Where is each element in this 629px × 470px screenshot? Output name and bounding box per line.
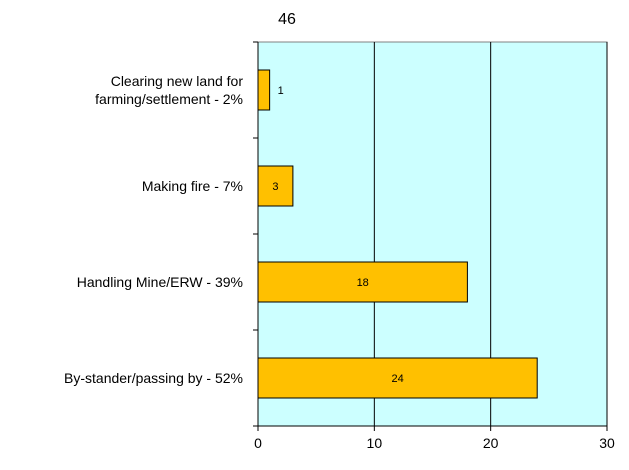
bar-1 — [257, 165, 294, 207]
category-label-1: Making fire - 7% — [142, 178, 243, 194]
data-label-1: 3 — [272, 181, 278, 193]
data-label-2: 18 — [357, 277, 369, 289]
x-tick-label-3: 30 — [599, 435, 615, 451]
bar-3 — [257, 357, 538, 399]
category-label-2: Handling Mine/ERW - 39% — [77, 274, 243, 290]
bar-0 — [257, 69, 271, 111]
category-label-0: Clearing new land for farming/settlement … — [95, 73, 243, 107]
x-tick-label-0: 0 — [254, 435, 262, 451]
chart-title: 46 — [278, 11, 296, 28]
category-label-3: By-stander/passing by - 52% — [64, 370, 243, 386]
data-label-0: 1 — [278, 85, 284, 97]
x-tick-label-1: 10 — [367, 435, 383, 451]
data-label-3: 24 — [391, 373, 403, 385]
x-tick-label-2: 20 — [483, 435, 499, 451]
bar-2 — [257, 261, 468, 303]
